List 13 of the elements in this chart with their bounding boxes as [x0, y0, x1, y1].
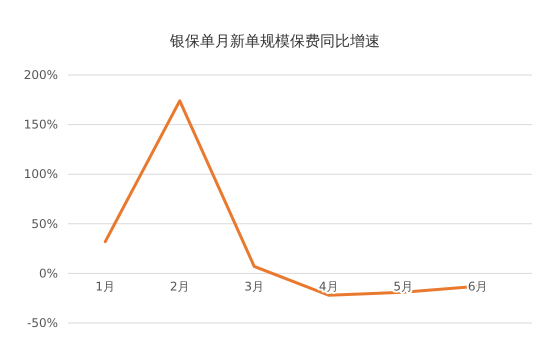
y-tick-label: 100%: [24, 167, 58, 182]
y-tick-label: 200%: [24, 68, 58, 82]
x-tick-label: 2月: [170, 279, 190, 294]
x-tick-label: 6月: [468, 279, 488, 294]
y-tick-label: 150%: [24, 118, 58, 132]
y-tick-label: 50%: [31, 216, 58, 231]
x-tick-label: 5月: [393, 279, 414, 294]
x-tick-label: 1月: [95, 279, 116, 294]
y-tick-label: -50%: [26, 316, 58, 330]
y-tick-label: 0%: [38, 266, 58, 280]
x-tick-label: 4月: [318, 279, 339, 294]
x-tick-label: 3月: [244, 279, 264, 294]
chart-title: 银保单月新单规模保费同比增速: [169, 32, 380, 50]
